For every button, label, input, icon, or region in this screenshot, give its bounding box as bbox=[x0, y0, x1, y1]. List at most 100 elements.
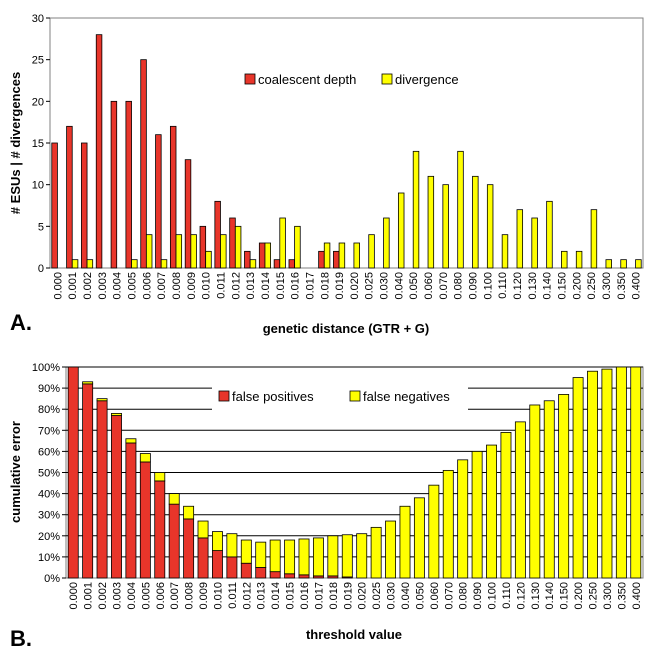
x-tick-label-b: 0.130 bbox=[530, 582, 542, 610]
bar-a-divergence-28 bbox=[472, 175, 479, 269]
x-tick-label-a: 0.005 bbox=[127, 272, 139, 300]
bar-a-coalescent-4 bbox=[110, 100, 118, 269]
y-tick-label-a: 0 bbox=[38, 263, 44, 275]
x-tick-label-b: 0.011 bbox=[227, 582, 239, 609]
bar-b-false-negatives-12 bbox=[240, 539, 252, 564]
bar-a-divergence-36 bbox=[590, 209, 598, 269]
x-tick-label-b: 0.019 bbox=[342, 582, 354, 610]
bar-a-divergence-37 bbox=[605, 259, 612, 269]
y-tick-label-a: 25 bbox=[32, 55, 44, 67]
bar-b-false-positives-12 bbox=[240, 562, 252, 579]
x-tick-label-a: 0.100 bbox=[482, 272, 494, 300]
bar-b-false-negatives-8 bbox=[183, 505, 195, 520]
legend-a-label-1: coalescent depth bbox=[258, 72, 356, 87]
y-tick-label-a: 5 bbox=[38, 221, 44, 233]
bar-a-divergence-6 bbox=[145, 234, 153, 269]
legend-b: false positives false negatives bbox=[218, 389, 450, 404]
bar-a-coalescent-6 bbox=[140, 59, 147, 269]
chart-b: 0%10%20%30%40%50%60%70%80%90%100% 0.000 0… bbox=[8, 362, 644, 647]
bar-b-false-positives-3 bbox=[111, 415, 122, 579]
bars-a bbox=[51, 34, 642, 269]
x-tick-label-b: 0.014 bbox=[270, 582, 282, 610]
bar-a-coalescent-3 bbox=[95, 34, 103, 269]
bar-b-false-positives-11 bbox=[226, 556, 238, 579]
y-tick-label-a: 10 bbox=[32, 180, 44, 192]
bar-b-false-positives-7 bbox=[168, 503, 180, 579]
x-tick-label-b: 0.060 bbox=[429, 582, 441, 610]
bar-b-false-negatives-21 bbox=[370, 526, 382, 579]
x-tick-label-a: 0.130 bbox=[527, 272, 539, 300]
x-tick-label-b: 0.003 bbox=[111, 582, 123, 610]
legend-b-label-2: false negatives bbox=[363, 389, 450, 404]
y-tick-label-b: 10% bbox=[38, 552, 60, 564]
x-axis-label-b: threshold value bbox=[306, 627, 402, 642]
x-tick-label-b: 0.010 bbox=[212, 582, 224, 610]
legend-a-swatch-2 bbox=[381, 73, 393, 85]
bar-b-false-negatives-6 bbox=[154, 472, 166, 482]
x-tick-label-b: 0.090 bbox=[472, 582, 484, 610]
bar-b-false-positives-13 bbox=[255, 567, 267, 579]
x-tick-label-b: 0.030 bbox=[386, 582, 398, 610]
x-tick-label-b: 0.016 bbox=[299, 582, 311, 610]
legend-a-swatch-1 bbox=[244, 73, 256, 85]
y-tick-label-b: 50% bbox=[38, 468, 60, 480]
bar-a-divergence-13 bbox=[249, 259, 257, 269]
bar-a-divergence-8 bbox=[175, 234, 183, 269]
bar-a-coalescent-7 bbox=[155, 134, 162, 269]
bar-a-divergence-27 bbox=[457, 150, 464, 269]
bar-a-divergence-26 bbox=[442, 184, 449, 269]
x-tick-label-b: 0.015 bbox=[285, 582, 297, 610]
x-tick-label-b: 0.150 bbox=[559, 582, 571, 610]
bar-b-false-positives-4 bbox=[125, 442, 137, 579]
x-tick-label-a: 0.025 bbox=[364, 272, 376, 300]
bar-b-false-negatives-34 bbox=[558, 394, 570, 579]
x-tick-label-a: 0.014 bbox=[260, 272, 272, 300]
y-tick-label-b: 40% bbox=[38, 489, 60, 501]
x-tick-label-a: 0.012 bbox=[230, 272, 242, 300]
bar-b-false-negatives-33 bbox=[543, 400, 555, 579]
bar-a-divergence-18 bbox=[323, 242, 331, 269]
bar-a-coalescent-16 bbox=[288, 259, 296, 269]
x-tick-label-b: 0.006 bbox=[155, 582, 167, 610]
bar-b-false-negatives-32 bbox=[529, 404, 541, 579]
bar-b-false-positives-8 bbox=[183, 518, 195, 579]
bar-b-false-positives-5 bbox=[139, 461, 151, 579]
x-tick-label-a: 0.070 bbox=[438, 272, 450, 300]
bar-a-divergence-32 bbox=[531, 217, 538, 269]
x-tick-label-b: 0.012 bbox=[241, 582, 253, 610]
x-tick-label-b: 0.004 bbox=[126, 582, 138, 610]
x-tick-label-b: 0.040 bbox=[400, 582, 412, 610]
bar-a-divergence-19 bbox=[338, 242, 346, 269]
bar-b-false-positives-9 bbox=[197, 537, 209, 579]
x-tick-label-a: 0.018 bbox=[319, 272, 331, 300]
y-tick-label-b: 70% bbox=[38, 425, 60, 437]
x-tick-label-b: 0.070 bbox=[443, 582, 455, 610]
bar-b-false-negatives-5 bbox=[139, 453, 151, 463]
bar-b-false-negatives-25 bbox=[428, 484, 440, 579]
x-tick-label-a: 0.250 bbox=[586, 272, 598, 300]
bar-a-divergence-21 bbox=[368, 234, 375, 269]
bar-a-divergence-25 bbox=[427, 175, 435, 269]
bar-a-coalescent-1 bbox=[66, 125, 73, 269]
bar-a-divergence-12 bbox=[234, 225, 242, 269]
x-tick-label-b: 0.008 bbox=[184, 582, 196, 610]
x-tick-label-b: 0.005 bbox=[140, 582, 152, 610]
bar-b-false-positives-14 bbox=[269, 571, 281, 579]
y-tick-label-b: 60% bbox=[38, 446, 60, 458]
bar-b-false-negatives-27 bbox=[457, 459, 469, 579]
bar-b-false-negatives-39 bbox=[630, 366, 642, 579]
bar-a-divergence-39 bbox=[635, 259, 642, 269]
x-tick-label-a: 0.120 bbox=[512, 272, 524, 300]
bar-a-divergence-29 bbox=[486, 184, 494, 269]
x-tick-label-b: 0.250 bbox=[588, 582, 600, 610]
bar-a-coalescent-0 bbox=[51, 142, 58, 269]
bar-b-false-negatives-3 bbox=[111, 413, 122, 416]
x-tick-label-b: 0.000 bbox=[68, 582, 80, 610]
bar-b-false-positives-16 bbox=[298, 574, 310, 579]
bar-a-divergence-7 bbox=[160, 259, 168, 269]
x-tick-label-b: 0.002 bbox=[97, 582, 109, 610]
bar-b-false-negatives-11 bbox=[226, 533, 238, 558]
bar-b-false-negatives-23 bbox=[399, 505, 411, 579]
x-tick-label-a: 0.040 bbox=[393, 272, 405, 300]
